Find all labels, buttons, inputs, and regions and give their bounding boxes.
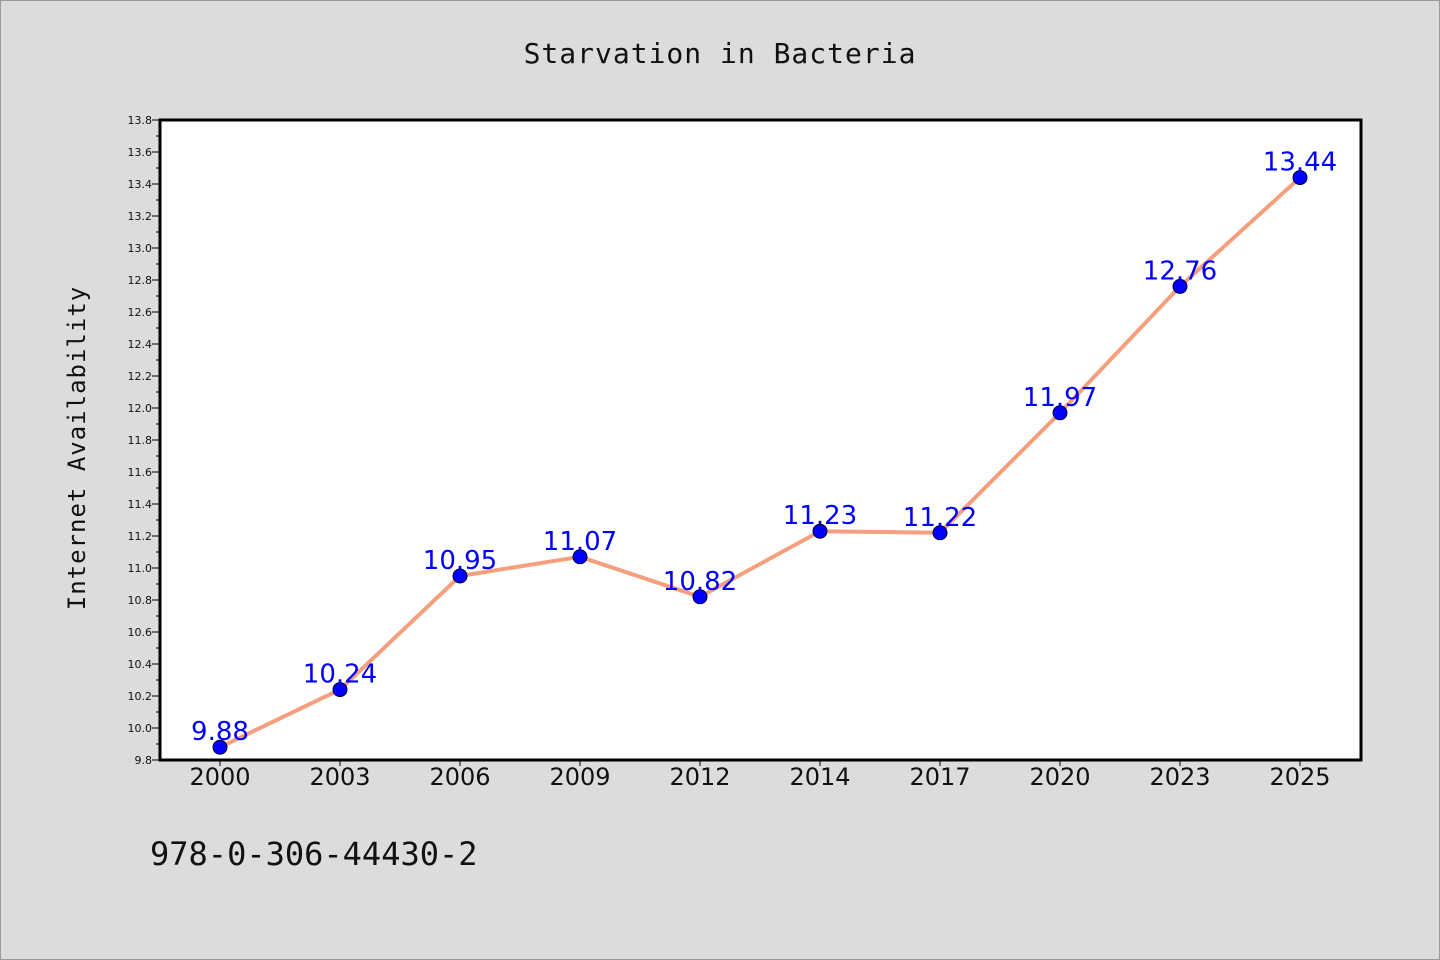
y-tick-label: 10.0 (128, 722, 153, 735)
y-tick-label: 12.2 (128, 370, 153, 383)
data-label: 11.23 (783, 501, 857, 531)
x-tick-label: 2020 (1029, 763, 1090, 791)
x-tick-label: 2025 (1269, 763, 1330, 791)
y-tick-label: 11.0 (128, 562, 153, 575)
data-label: 9.88 (191, 717, 249, 747)
y-tick-label: 10.4 (128, 658, 153, 671)
x-tick-label: 2023 (1149, 763, 1210, 791)
x-tick-label: 2017 (909, 763, 970, 791)
plot-border (158, 118, 1363, 762)
data-point (212, 739, 228, 755)
y-tick-label: 13.8 (128, 114, 153, 127)
data-label: 12.76 (1143, 256, 1217, 286)
y-tick-label: 10.2 (128, 690, 153, 703)
isbn-text: 978-0-306-44430-2 (150, 835, 478, 873)
y-tick-label: 12.4 (128, 338, 153, 351)
x-tick-label: 2009 (549, 763, 610, 791)
data-label: 10.82 (663, 567, 737, 597)
data-point (572, 549, 588, 565)
y-tick-label: 9.8 (135, 754, 153, 767)
data-point (452, 568, 468, 584)
x-tick-label: 2003 (309, 763, 370, 791)
x-tick-label: 2000 (189, 763, 250, 791)
y-tick-label: 12.0 (128, 402, 153, 415)
data-point (332, 682, 348, 698)
data-point (1292, 170, 1308, 186)
chart-title: Starvation in Bacteria (524, 37, 917, 70)
series-line (218, 175, 1302, 750)
y-tick-label: 13.2 (128, 210, 153, 223)
x-tick-label: 2006 (429, 763, 490, 791)
data-point (1052, 405, 1068, 421)
y-tick-label: 13.0 (128, 242, 153, 255)
data-label: 10.95 (423, 546, 497, 576)
y-tick-label: 10.6 (128, 626, 153, 639)
y-tick-label: 12.6 (128, 306, 153, 319)
data-label: 11.22 (903, 503, 977, 533)
y-tick-label: 10.8 (128, 594, 153, 607)
y-tick-label: 11.4 (128, 498, 153, 511)
data-point (812, 523, 828, 539)
y-tick-label: 12.8 (128, 274, 153, 287)
plot-area (160, 120, 1361, 760)
data-point (692, 589, 708, 605)
y-tick-label: 13.4 (128, 178, 153, 191)
x-tick-label: 2014 (789, 763, 850, 791)
data-label: 11.07 (543, 527, 617, 557)
data-label: 11.97 (1023, 383, 1097, 413)
y-tick-label: 11.2 (128, 530, 153, 543)
y-tick-label: 11.6 (128, 466, 153, 479)
data-point (932, 525, 948, 541)
data-point (1172, 278, 1188, 294)
y-axis-label: Internet Availability (63, 286, 91, 610)
x-tick-label: 2012 (669, 763, 730, 791)
y-tick-label: 13.6 (128, 146, 153, 159)
data-label: 13.44 (1263, 148, 1337, 178)
data-label: 10.24 (303, 660, 377, 690)
y-tick-label: 11.8 (128, 434, 153, 447)
